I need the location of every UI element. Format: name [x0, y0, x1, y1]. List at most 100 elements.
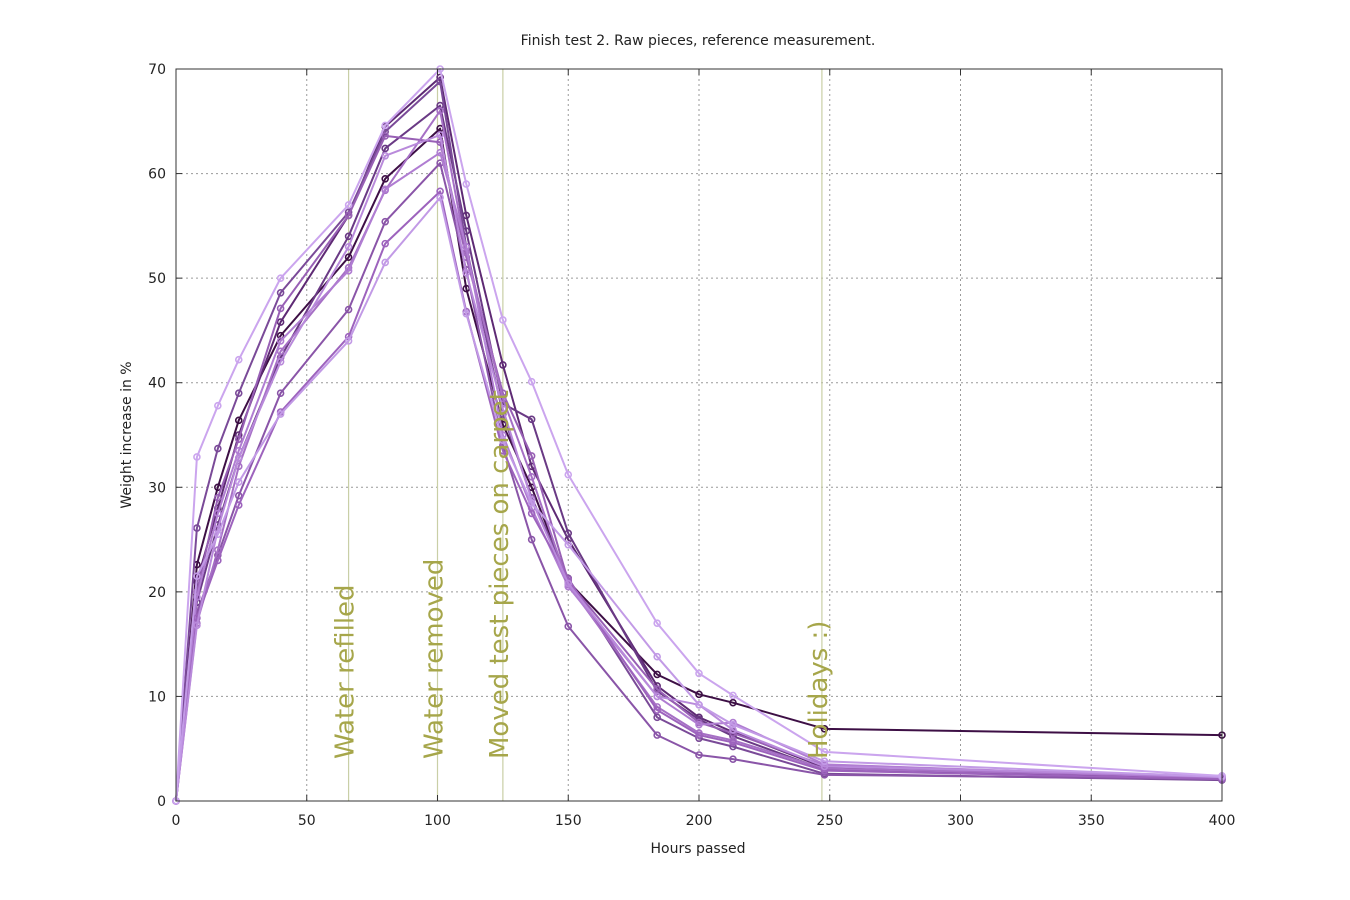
data-point: [527, 415, 536, 424]
data-point: [527, 473, 536, 481]
y-tick-label: 70: [148, 62, 166, 78]
data-point: [695, 720, 703, 729]
data-point: [344, 253, 353, 262]
data-point: [527, 452, 536, 460]
data-point: [695, 700, 703, 709]
series-line: [175, 127, 1223, 802]
data-point: [234, 501, 243, 509]
y-tick-label: 10: [148, 689, 166, 705]
data-point: [381, 185, 390, 194]
data-point: [381, 132, 390, 140]
data-point: [653, 652, 661, 661]
data-point: [499, 436, 507, 445]
series-line: [175, 68, 1223, 802]
data-point: [214, 530, 222, 539]
data-point: [276, 337, 285, 345]
data-point: [381, 175, 390, 183]
data-point: [499, 361, 507, 369]
y-axis-label: Weight increase in %: [119, 361, 135, 508]
data-point: [820, 725, 829, 733]
data-point: [564, 470, 573, 479]
data-point: [527, 535, 536, 544]
data-point: [344, 242, 353, 251]
data-point: [653, 619, 661, 628]
data-point: [499, 316, 507, 324]
data-point: [344, 211, 353, 220]
data-point: [695, 669, 703, 678]
y-tick-label: 40: [148, 376, 166, 392]
x-tick-label: 50: [298, 813, 316, 829]
data-point: [234, 435, 243, 443]
data-point: [276, 389, 285, 397]
data-point: [344, 232, 353, 241]
data-point: [436, 131, 444, 139]
data-point: [381, 239, 390, 248]
data-point: [381, 121, 390, 130]
series-12: [172, 65, 1226, 805]
x-tick-label: 200: [686, 813, 713, 829]
data-point: [653, 731, 661, 739]
x-tick-label: 350: [1078, 813, 1105, 829]
data-point: [214, 401, 222, 410]
data-point: [462, 269, 471, 277]
data-point: [193, 453, 201, 461]
data-point: [695, 751, 703, 759]
x-tick-label: 0: [172, 813, 181, 829]
y-tick-label: 50: [148, 271, 166, 287]
data-point: [214, 493, 222, 502]
annotation-label: Moved test pieces on carpet: [485, 390, 515, 759]
y-tick-label: 20: [148, 585, 166, 601]
x-axis-label: Hours passed: [650, 841, 745, 857]
axis-ticks: 0 50 100 150 200 250 300 350 400 0 10 20 30 40 50 60 70: [148, 62, 1235, 829]
annotation-labels: Water refilled Water removed Moved test pi…: [331, 390, 834, 759]
data-point: [214, 444, 222, 453]
data-point: [820, 757, 829, 766]
y-tick-label: 30: [148, 480, 166, 496]
data-point: [527, 499, 536, 507]
data-point: [653, 706, 661, 714]
data-point: [436, 107, 444, 115]
x-tick-label: 100: [424, 813, 451, 829]
data-point: [462, 180, 471, 188]
data-point: [499, 405, 507, 413]
data-point: [653, 692, 661, 701]
series-line: [175, 151, 1223, 802]
data-point: [193, 572, 201, 580]
data-point: [234, 355, 243, 364]
x-tick-label: 250: [816, 813, 843, 829]
data-point: [527, 509, 536, 518]
data-point: [344, 267, 353, 275]
series-line: [175, 134, 1223, 802]
data-point: [381, 258, 390, 267]
data-point: [214, 556, 222, 565]
data-point: [564, 622, 573, 631]
data-point: [234, 454, 243, 462]
annotation-label: Water refilled: [331, 584, 361, 759]
data-point: [193, 524, 201, 532]
data-point: [729, 720, 737, 729]
data-point: [436, 193, 444, 202]
data-point: [820, 766, 829, 775]
data-point: [234, 389, 243, 397]
series-layer: [172, 65, 1226, 805]
data-point: [564, 529, 573, 538]
data-point: [344, 337, 353, 345]
data-point: [276, 274, 285, 282]
data-point: [276, 357, 285, 366]
data-point: [276, 410, 285, 418]
data-point: [653, 713, 661, 722]
y-tick-label: 60: [148, 167, 166, 183]
data-point: [653, 685, 661, 693]
data-point: [193, 621, 201, 630]
data-point: [344, 305, 353, 314]
data-point: [462, 309, 471, 318]
chart-title: Finish test 2. Raw pieces, reference mea…: [521, 33, 876, 49]
annotation-label: Holidays :): [804, 621, 834, 759]
data-point: [462, 242, 471, 251]
data-point: [729, 755, 737, 763]
data-point: [564, 579, 573, 588]
data-point: [381, 217, 390, 226]
data-point: [344, 201, 353, 209]
x-tick-label: 400: [1209, 813, 1236, 829]
